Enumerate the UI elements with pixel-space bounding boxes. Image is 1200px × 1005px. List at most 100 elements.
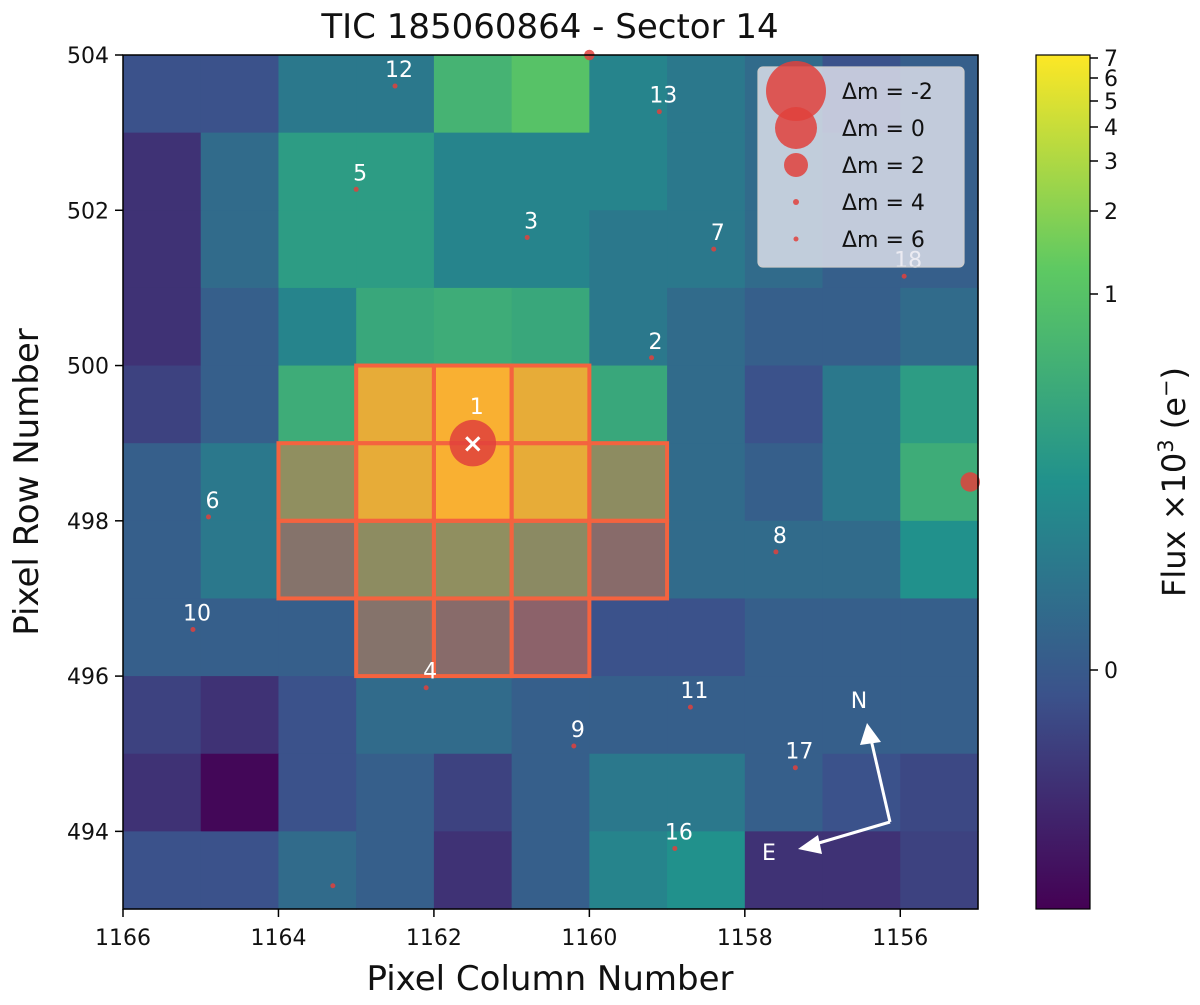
star-label: 13: [649, 84, 677, 109]
heatmap-cell: [123, 831, 202, 910]
aperture-pixel: [431, 596, 514, 679]
heatmap-cell: [744, 598, 824, 677]
y-tick-label: 498: [67, 510, 109, 535]
aperture-pixel: [276, 441, 359, 523]
x-tick-label: 1162: [406, 926, 462, 951]
y-tick-label: 500: [67, 355, 109, 380]
heatmap-cell: [278, 210, 357, 289]
heatmap-cell: [433, 210, 513, 289]
colorbar-tick-label: 4: [1104, 116, 1118, 141]
heatmap-cell: [589, 55, 668, 134]
heatmap-cell: [822, 365, 901, 444]
legend-entry-label: Δm = 2: [842, 154, 925, 179]
heatmap-cell: [200, 520, 280, 600]
star-label: 12: [385, 58, 413, 83]
y-axis-label: Pixel Row Number: [7, 328, 47, 636]
pixel-heatmap: [123, 55, 979, 910]
heatmap-cell: [200, 365, 280, 444]
heatmap-cell: [900, 831, 979, 910]
heatmap-cell: [744, 365, 824, 444]
x-tick-label: 1158: [717, 926, 773, 951]
heatmap-cell: [900, 598, 979, 677]
heatmap-cell: [123, 676, 202, 755]
aperture-pixel: [431, 518, 514, 601]
heatmap-cell: [511, 831, 590, 910]
heatmap-cell: [511, 443, 590, 522]
heatmap-cell: [200, 676, 280, 755]
colorbar-label: Flux ×103 (e−): [1154, 367, 1193, 597]
heatmap-cell: [123, 365, 202, 444]
aperture-pixel: [354, 441, 436, 523]
star-label: 4: [423, 660, 437, 685]
plot-frame: [122, 54, 979, 910]
heatmap-cell: [278, 55, 357, 134]
heatmap-cell: [667, 598, 746, 677]
heatmap-cell: [511, 210, 590, 289]
heatmap-cell: [667, 676, 746, 755]
star-label: 7: [711, 221, 725, 246]
star-marker: [687, 704, 693, 710]
star-label: 3: [524, 209, 538, 234]
heatmap-cell: [511, 287, 590, 367]
legend-entry-label: Δm = 4: [842, 191, 925, 216]
y-tick-label: 502: [67, 199, 109, 224]
x-axis-label: Pixel Column Number: [366, 959, 733, 999]
heatmap-cell: [744, 753, 824, 832]
heatmap-cell: [822, 598, 901, 677]
colorbar-tick-label: 0: [1104, 659, 1118, 684]
x-tick-label: 1156: [872, 926, 928, 951]
heatmap-cell: [744, 676, 824, 755]
heatmap-cell: [900, 753, 979, 832]
star-label: 11: [680, 679, 708, 704]
heatmap-cell: [123, 287, 202, 367]
legend-marker: [793, 236, 799, 242]
heatmap-cell: [200, 443, 280, 522]
heatmap-cell: [667, 55, 746, 134]
colorbar: [1035, 54, 1091, 910]
heatmap-cell: [123, 753, 202, 832]
star-label: 17: [785, 740, 813, 765]
heatmap-cell: [356, 443, 435, 522]
heatmap-cell: [278, 520, 357, 600]
heatmap-cell: [822, 443, 901, 522]
x-axis-ticks: 1166 1164 1162 1160 1158 1156: [95, 909, 928, 951]
star-marker: [353, 186, 359, 192]
compass-east-label: E: [762, 841, 776, 866]
aperture-pixel: [276, 518, 359, 601]
heatmap-cell: [589, 676, 668, 755]
heatmap-cell: [123, 132, 202, 211]
star-marker: [524, 234, 530, 240]
heatmap-cell: [433, 753, 513, 832]
star-label: 8: [773, 524, 787, 549]
star-label: 5: [353, 161, 367, 186]
star-marker: [190, 627, 196, 633]
heatmap-cell: [511, 132, 590, 211]
magnitude-legend: Δm = -2 Δm = 0 Δm = 2 Δm = 4 Δm = 6: [757, 61, 965, 268]
heatmap-cell: [900, 365, 979, 444]
aperture-pixel: [509, 441, 592, 523]
heatmap-cell: [278, 676, 357, 755]
heatmap-cell: [589, 520, 668, 600]
heatmap-cell: [667, 753, 746, 832]
aperture-pixel: [587, 518, 670, 601]
legend-marker: [766, 61, 826, 121]
heatmap-cell: [511, 55, 590, 134]
aperture-pixel: [509, 518, 592, 601]
heatmap-cell: [822, 831, 901, 910]
aperture-pixel: [354, 518, 436, 601]
colorbar-tick-label: 1: [1104, 283, 1118, 308]
star-marker: [330, 883, 336, 889]
heatmap-cell: [589, 598, 668, 677]
colorbar-tick-label: 6: [1104, 67, 1118, 92]
x-tick-label: 1166: [95, 926, 151, 951]
heatmap-cell: [278, 132, 357, 211]
heatmap-cell: [589, 132, 668, 211]
colorbar-tick-label: 5: [1104, 90, 1118, 115]
star-marker: [711, 246, 717, 252]
heatmap-cell: [200, 287, 280, 367]
star-label: 6: [206, 489, 220, 514]
star-marker: [392, 83, 398, 89]
heatmap-cell: [433, 520, 513, 600]
heatmap-cell: [589, 365, 668, 444]
